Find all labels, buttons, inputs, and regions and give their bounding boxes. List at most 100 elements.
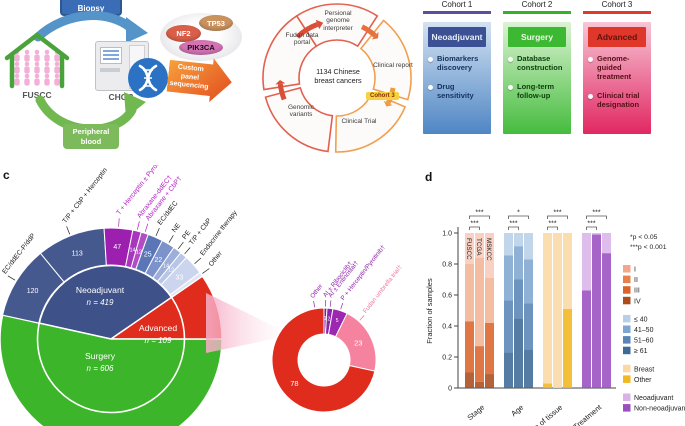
segment-value: 5 [336, 318, 339, 324]
bullet-text: Biomarkers discovery [437, 54, 479, 72]
bar-segment [543, 233, 552, 384]
segment-value: 113 [72, 250, 83, 257]
person-icon [34, 49, 40, 62]
group-label: Stage [465, 403, 486, 422]
translational-cycle-diagram [262, 3, 412, 153]
legend-swatch [623, 314, 631, 323]
segment-value: 25 [144, 252, 152, 259]
legend-swatch [623, 325, 631, 333]
y-axis-label: Fraction of samples [425, 278, 434, 344]
cohort1-title: Cohort 1 [441, 0, 473, 9]
bar-segment [602, 253, 611, 388]
bar-segment [524, 303, 533, 350]
legend-label: 41–50 [634, 327, 654, 334]
group-label: Site of tissue [526, 403, 565, 426]
cohort2-underline [503, 11, 571, 14]
legend-label: 51–60 [634, 338, 654, 345]
bar-segment [514, 318, 523, 388]
regimen-label: NE [171, 222, 183, 234]
gene-tp53: TP53 [199, 15, 233, 31]
segment-value: 33 [175, 274, 183, 281]
leader-line [66, 226, 71, 235]
y-tick-label: 0 [448, 386, 452, 393]
list-item: Genome-guided treatment [587, 54, 647, 81]
segment-value: 14 [163, 263, 169, 269]
significance-bracket [586, 215, 607, 219]
fuscc-label: FUSCC [22, 90, 52, 100]
cohort-card-surgery: Cohort 2 Surgery Database construction L… [503, 0, 571, 134]
legend-label: II [634, 277, 638, 284]
cycle-step-personal-genome-interpreter: Persional genome interpreter [323, 10, 353, 32]
bar-segment [563, 233, 572, 309]
cohort2-body: Surgery Database construction Long-term … [503, 22, 571, 134]
bar-segment [582, 290, 591, 388]
leader-line [184, 247, 191, 255]
cycle-arrowhead-icon [371, 31, 379, 40]
dna-icon [128, 58, 168, 98]
bar-segment [582, 233, 591, 291]
cycle-step-genomic-variants: Genomic variants [287, 104, 314, 119]
cohort3-badge: Cohort 3 [366, 92, 399, 100]
cohort2-arm-label: Surgery [508, 27, 566, 47]
custom-panel-sequencing-label: Custom panel sequencing [169, 64, 209, 92]
bullet-text: Drug sensitivity [437, 82, 474, 100]
significance-bracket [508, 226, 519, 230]
cohort2-title: Cohort 2 [521, 0, 553, 9]
person-icon [24, 61, 30, 74]
segment-value: 78 [290, 379, 298, 388]
panel-cohort-cards: Cohort 1 Neoadjuvant Biomarkers discover… [420, 0, 685, 155]
segment-value: 14 [130, 248, 136, 254]
bar-segment [524, 233, 533, 260]
bar-segment [563, 308, 572, 388]
y-tick-label: 0.6 [442, 293, 452, 300]
legend-swatch [623, 275, 631, 284]
cohort-wedge [0, 314, 223, 426]
person-icon [24, 49, 30, 62]
leader-line [118, 218, 120, 227]
legend-swatch [623, 364, 631, 373]
leader-line [194, 257, 202, 264]
cohort3-title: Cohort 3 [601, 0, 633, 9]
bar-segment [485, 277, 494, 323]
cohort-wedge-n: n = 109 [145, 336, 172, 345]
chgc-label: CHGC [108, 92, 134, 102]
leader-line [329, 300, 332, 307]
cycle-step-fudan-data-portal: Fudan data portal [285, 32, 319, 47]
list-item: Biomarkers discovery [427, 54, 487, 72]
person-icon [34, 61, 40, 74]
bar-segment [504, 255, 513, 301]
significance-stars: *** [553, 210, 561, 217]
advanced-regimen-label: Other [309, 283, 324, 300]
bar-segment [485, 322, 494, 375]
list-item: Database construction [507, 54, 567, 72]
fuscc-house-icon [4, 32, 70, 89]
cohort1-arm-label: Neoadjuvant [428, 27, 486, 47]
significance-stars: *** [509, 221, 517, 228]
bar-segment [465, 233, 474, 264]
legend-swatch [623, 296, 631, 305]
segment-value: 120 [27, 288, 39, 295]
biopsy-arrow-icon [33, 11, 148, 43]
cohort3-arm-label: Advanced [588, 27, 646, 47]
panel-workflow: Biopsy FUSCC CHGC NF2 TP53 PIK3 [0, 0, 420, 160]
significance-bracket [547, 226, 558, 230]
legend-swatch [623, 375, 631, 383]
bullet-text: Database construction [517, 54, 563, 72]
cycle-center-label: 1134 Chinese breast cancers [314, 67, 362, 85]
segment-value: 12 [136, 249, 142, 255]
y-tick-label: 1.0 [442, 231, 452, 238]
y-tick-label: 0.4 [442, 324, 452, 331]
panel-d-letter: d [425, 170, 433, 184]
cohort3-body: Advanced Genome-guided treatment Clinica… [583, 22, 651, 134]
cycle-segment [334, 91, 407, 153]
bar-source-label: FUSCC [465, 238, 472, 260]
person-icon [54, 61, 60, 74]
bar-segment [485, 233, 494, 278]
panel-c-letter: c [3, 168, 10, 182]
bullet-text: Long-term follow-up [517, 82, 555, 100]
bar-segment [504, 233, 513, 256]
leader-line [168, 235, 174, 243]
cohort-card-advanced: Cohort 3 Advanced Genome-guided treatmen… [583, 0, 651, 134]
